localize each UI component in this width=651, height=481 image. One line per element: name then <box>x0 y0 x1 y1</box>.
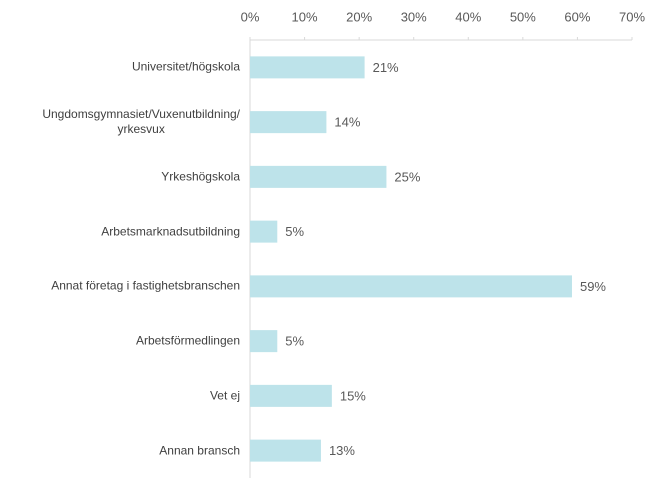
y-tick-label: Annat företag i fastighetsbranschen <box>51 278 240 293</box>
bar <box>250 220 278 243</box>
x-tick-label: 70% <box>619 9 645 24</box>
bar <box>250 165 387 188</box>
x-tick-label: 50% <box>510 9 536 24</box>
bar <box>250 275 572 298</box>
data-label: 15% <box>340 388 366 403</box>
bar <box>250 439 321 462</box>
x-tick-label: 20% <box>346 9 372 24</box>
bar <box>250 56 365 79</box>
x-tick-label: 0% <box>241 9 260 24</box>
y-tick-label: Arbetsförmedlingen <box>135 333 240 348</box>
y-tick-label: Arbetsmarknadsutbildning <box>101 224 240 239</box>
y-tick-label: Ungdomsgymnasiet/Vuxenutbildning/ yrkesv… <box>42 107 240 137</box>
data-label: 21% <box>373 60 399 75</box>
bar <box>250 384 332 407</box>
data-label: 59% <box>580 279 606 294</box>
data-label: 5% <box>285 224 304 239</box>
y-tick-label: Yrkeshögskola <box>161 169 240 184</box>
y-tick-label: Universitet/högskola <box>131 59 240 74</box>
data-label: 25% <box>394 169 420 184</box>
x-tick-label: 40% <box>455 9 481 24</box>
x-tick-label: 10% <box>292 9 318 24</box>
x-tick-label: 60% <box>564 9 590 24</box>
data-label: 5% <box>285 334 304 349</box>
x-tick-label: 30% <box>401 9 427 24</box>
data-label: 13% <box>329 443 355 458</box>
bar <box>250 330 278 353</box>
bar <box>250 111 327 134</box>
y-tick-label: Annan bransch <box>159 443 240 458</box>
data-label: 14% <box>334 115 360 130</box>
y-tick-label: Vet ej <box>209 388 240 403</box>
